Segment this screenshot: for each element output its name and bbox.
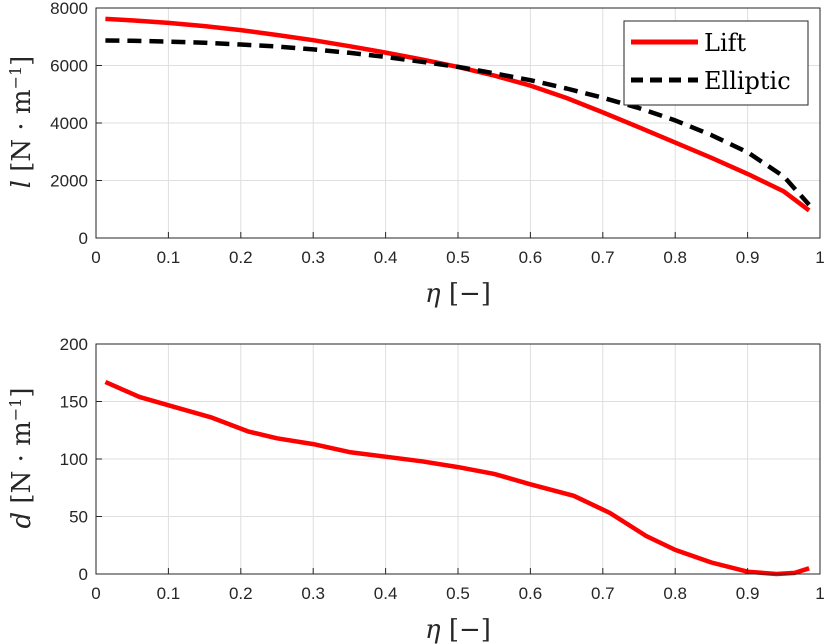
drag-x-tick-label: 0.1 [157, 584, 181, 603]
lift-x-tick-label: 0.9 [736, 248, 760, 267]
lift-y-tick-label: 4000 [50, 114, 88, 133]
drag-x-tick-label: 0.6 [519, 584, 543, 603]
lift-series-lines [105, 16, 811, 213]
lift-x-axis-title: η [−] [425, 279, 491, 309]
drag-x-tick-label: 0.4 [374, 584, 398, 603]
lift-y-tick-label: 8000 [50, 0, 88, 18]
lift-x-tick-label: 0.5 [446, 248, 470, 267]
lift-chart: 0 0.1 0.2 0.3 0.4 0.5 0.6 0.7 0.8 0.9 1 0 2000 4000 6… [6, 0, 825, 309]
legend: Lift Elliptic [623, 20, 809, 106]
legend-box [623, 20, 809, 106]
drag-x-tick-label: 0 [91, 584, 100, 603]
lift-y-tick-label: 6000 [50, 57, 88, 76]
lift-x-tick-label: 0.8 [663, 248, 687, 267]
drag-x-tick-label: 0.3 [301, 584, 325, 603]
drag-y-tick-label: 200 [60, 335, 88, 354]
lift-x-tick-label: 1 [815, 248, 824, 267]
drag-x-tick-label: 0.2 [229, 584, 253, 603]
lift-x-tick-label: 0.2 [229, 248, 253, 267]
drag-chart: 0 0.1 0.2 0.3 0.4 0.5 0.6 0.7 0.8 0.9 1 0 50 100 150 2… [6, 335, 825, 644]
lift-x-tick-label: 0.1 [157, 248, 181, 267]
drag-y-tick-label: 150 [60, 393, 88, 412]
drag-y-axis-title: d [N · m−1] [6, 387, 38, 528]
drag-y-tick-label: 0 [79, 565, 88, 584]
drag-grid [95, 343, 821, 575]
lift-x-ticks: 0 0.1 0.2 0.3 0.4 0.5 0.6 0.7 0.8 0.9 1 [91, 232, 825, 267]
drag-x-tick-label: 0.8 [663, 584, 687, 603]
lift-series-elliptic-line [105, 38, 811, 207]
lift-y-axis-title: l [N · m−1] [6, 56, 38, 189]
lift-y-tick-label: 0 [79, 229, 88, 248]
drag-series-line-line [104, 379, 810, 577]
lift-x-tick-label: 0 [91, 248, 100, 267]
drag-x-tick-label: 0.7 [591, 584, 615, 603]
drag-x-tick-label: 0.5 [446, 584, 470, 603]
lift-x-tick-label: 0.7 [591, 248, 615, 267]
legend-label-elliptic: Elliptic [704, 67, 791, 95]
lift-x-tick-label: 0.3 [301, 248, 325, 267]
drag-x-tick-label: 0.9 [736, 584, 760, 603]
drag-y-tick-label: 100 [60, 450, 88, 469]
drag-y-ticks: 0 50 100 150 200 [60, 335, 102, 584]
lift-x-tick-label: 0.4 [374, 248, 398, 267]
drag-y-tick-label: 50 [69, 508, 88, 527]
drag-x-ticks: 0 0.1 0.2 0.3 0.4 0.5 0.6 0.7 0.8 0.9 1 [91, 568, 825, 603]
drag-series-lines [104, 379, 810, 577]
drag-x-tick-label: 1 [815, 584, 824, 603]
lift-y-tick-label: 2000 [50, 172, 88, 191]
lift-x-tick-label: 0.6 [519, 248, 543, 267]
drag-x-axis-title: η [−] [425, 615, 491, 644]
legend-label-lift: Lift [704, 29, 746, 57]
lift-y-ticks: 0 2000 4000 6000 8000 [50, 0, 102, 248]
